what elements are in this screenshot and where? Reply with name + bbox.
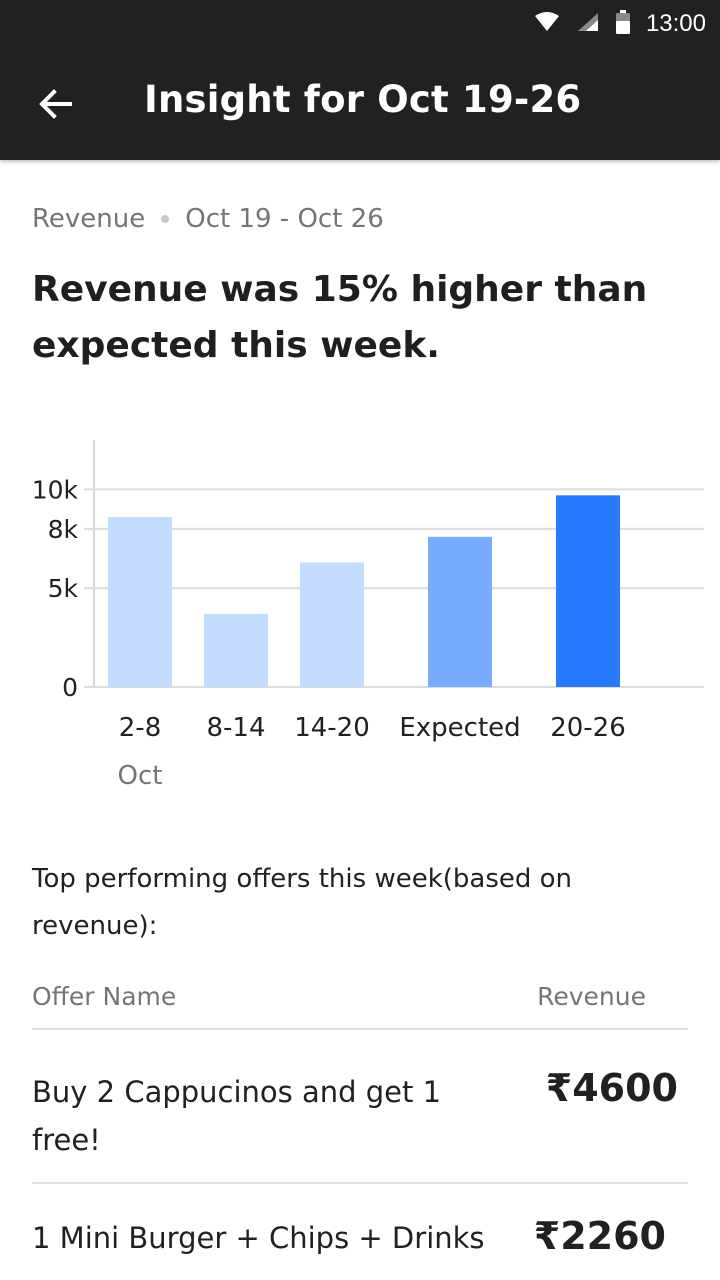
insight-meta: Revenue Oct 19 - Oct 26 [32, 204, 384, 234]
bar [428, 536, 492, 687]
offer-name: Buy 2 Cappucinos and get 1 free! [32, 1075, 442, 1157]
status-icons: 13:00 [534, 8, 706, 40]
status-bar: 13:00 [0, 0, 720, 48]
back-button[interactable] [32, 80, 80, 128]
arrow-back-icon [32, 89, 80, 132]
offer-row[interactable]: 1 Mini Burger + Chips + Drinks ₹2260 [32, 1214, 688, 1280]
status-time: 13:00 [645, 10, 706, 37]
battery-icon [615, 10, 630, 38]
wifi-icon [534, 11, 560, 37]
separator-dot [161, 215, 170, 223]
date-range-label: Oct 19 - Oct 26 [185, 204, 384, 234]
insight-headline: Revenue was 15% higher than expected thi… [32, 269, 648, 366]
x-tick-label: 20-26 [550, 713, 626, 743]
y-tick-label: 10k [32, 475, 79, 504]
x-tick-label: Expected [399, 713, 520, 743]
offer-revenue: ₹4600 [545, 1066, 678, 1110]
y-tick-label: 8k [48, 515, 79, 544]
x-tick-label: 14-20 [294, 713, 370, 743]
y-tick-label: 0 [62, 673, 78, 702]
metric-label: Revenue [32, 204, 146, 234]
bar [556, 495, 620, 687]
offer-name: 1 Mini Burger + Chips + Drinks [32, 1221, 485, 1255]
bar [300, 562, 364, 687]
column-header-revenue: Revenue [537, 982, 646, 1011]
offer-revenue: ₹2260 [533, 1214, 666, 1258]
x-tick-label: 2-8 [119, 713, 161, 743]
y-tick-label: 5k [48, 574, 79, 603]
page-title: Insight for Oct 19-26 [144, 78, 582, 121]
signal-icon [576, 11, 600, 37]
x-axis-sublabel: Oct [118, 761, 163, 791]
offers-intro: Top performing offers this week(based on… [32, 864, 573, 941]
offers-table-header: Offer Name Revenue [32, 980, 688, 1030]
column-header-offer-name: Offer Name [32, 982, 177, 1011]
bar [108, 517, 172, 687]
bar [204, 613, 268, 687]
app-bar: Insight for Oct 19-26 [0, 48, 720, 160]
revenue-bar-chart: 0 5k 8k 10k 2-8 8-14 14-20 Expected 20-26 Oct [32, 440, 704, 791]
offer-row[interactable]: Buy 2 Cappucinos and get 1 free! ₹4600 [32, 1062, 688, 1184]
x-tick-label: 8-14 [206, 713, 265, 743]
